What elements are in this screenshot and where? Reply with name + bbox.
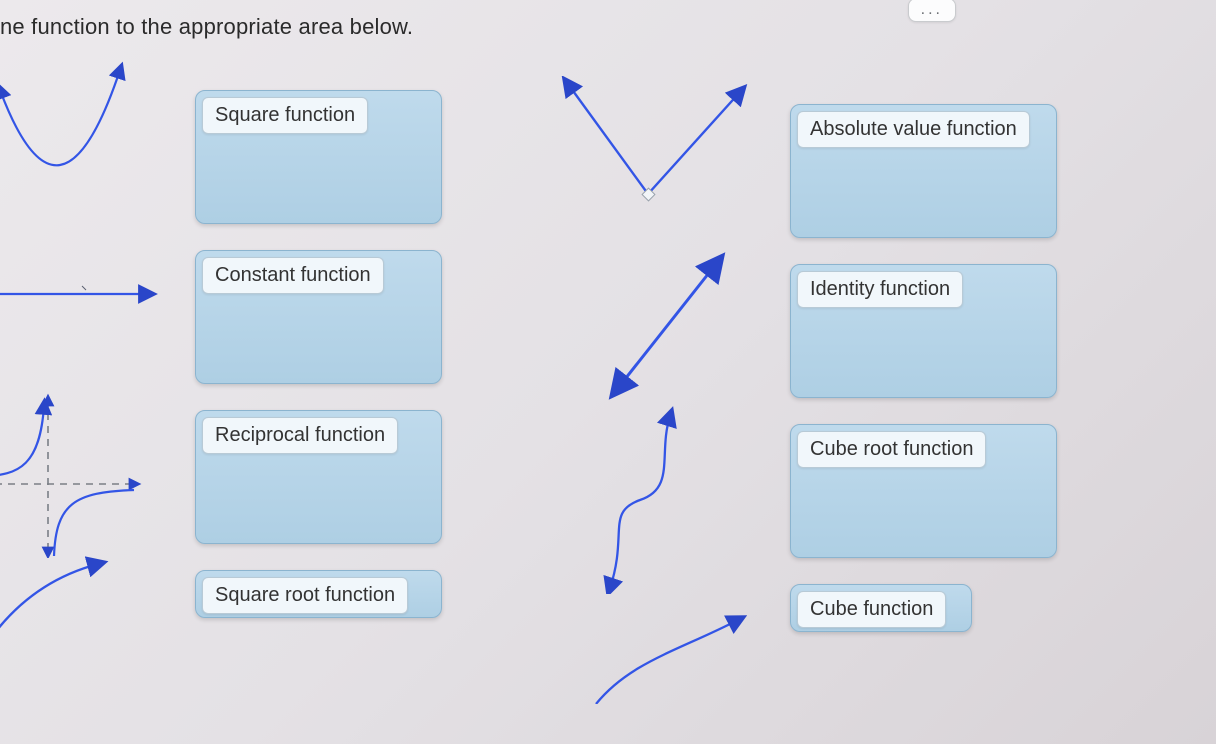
graph-column-middle — [540, 76, 760, 706]
chip-square-function[interactable]: Square function — [202, 97, 368, 134]
chip-square-root-function[interactable]: Square root function — [202, 577, 408, 614]
graph-cube — [540, 596, 760, 704]
exercise-page: ... ne function to the appropriate area … — [0, 0, 1216, 744]
graph-reciprocal — [0, 388, 170, 548]
dropzone-constant[interactable]: Constant function — [195, 250, 442, 384]
chip-absolute-value-function[interactable]: Absolute value function — [797, 111, 1030, 148]
chip-constant-function[interactable]: Constant function — [202, 257, 384, 294]
dropzone-column-left: Square function Constant function Recipr… — [195, 90, 440, 644]
chip-cube-root-function[interactable]: Cube root function — [797, 431, 986, 468]
graph-identity — [540, 240, 760, 402]
dropzone-cube-root[interactable]: Cube root function — [790, 424, 1057, 558]
dropzone-square-root[interactable]: Square root function — [195, 570, 442, 618]
dropzone-reciprocal[interactable]: Reciprocal function — [195, 410, 442, 544]
graph-sqrt — [0, 552, 170, 642]
graph-square — [0, 60, 170, 220]
chip-cube-function[interactable]: Cube function — [797, 591, 946, 628]
graph-absolute-value — [540, 76, 760, 238]
instruction-text: ne function to the appropriate area belo… — [0, 14, 413, 40]
graph-constant — [0, 224, 170, 384]
dropzone-column-right: Absolute value function Identity functio… — [790, 104, 1055, 658]
graph-column-left — [0, 60, 170, 646]
dropzone-cube[interactable]: Cube function — [790, 584, 972, 632]
dropzone-absolute-value[interactable]: Absolute value function — [790, 104, 1057, 238]
dropzone-square[interactable]: Square function — [195, 90, 442, 224]
dropzone-identity[interactable]: Identity function — [790, 264, 1057, 398]
graph-cube-root — [540, 404, 760, 594]
chip-reciprocal-function[interactable]: Reciprocal function — [202, 417, 398, 454]
more-button[interactable]: ... — [908, 0, 956, 22]
chip-identity-function[interactable]: Identity function — [797, 271, 963, 308]
